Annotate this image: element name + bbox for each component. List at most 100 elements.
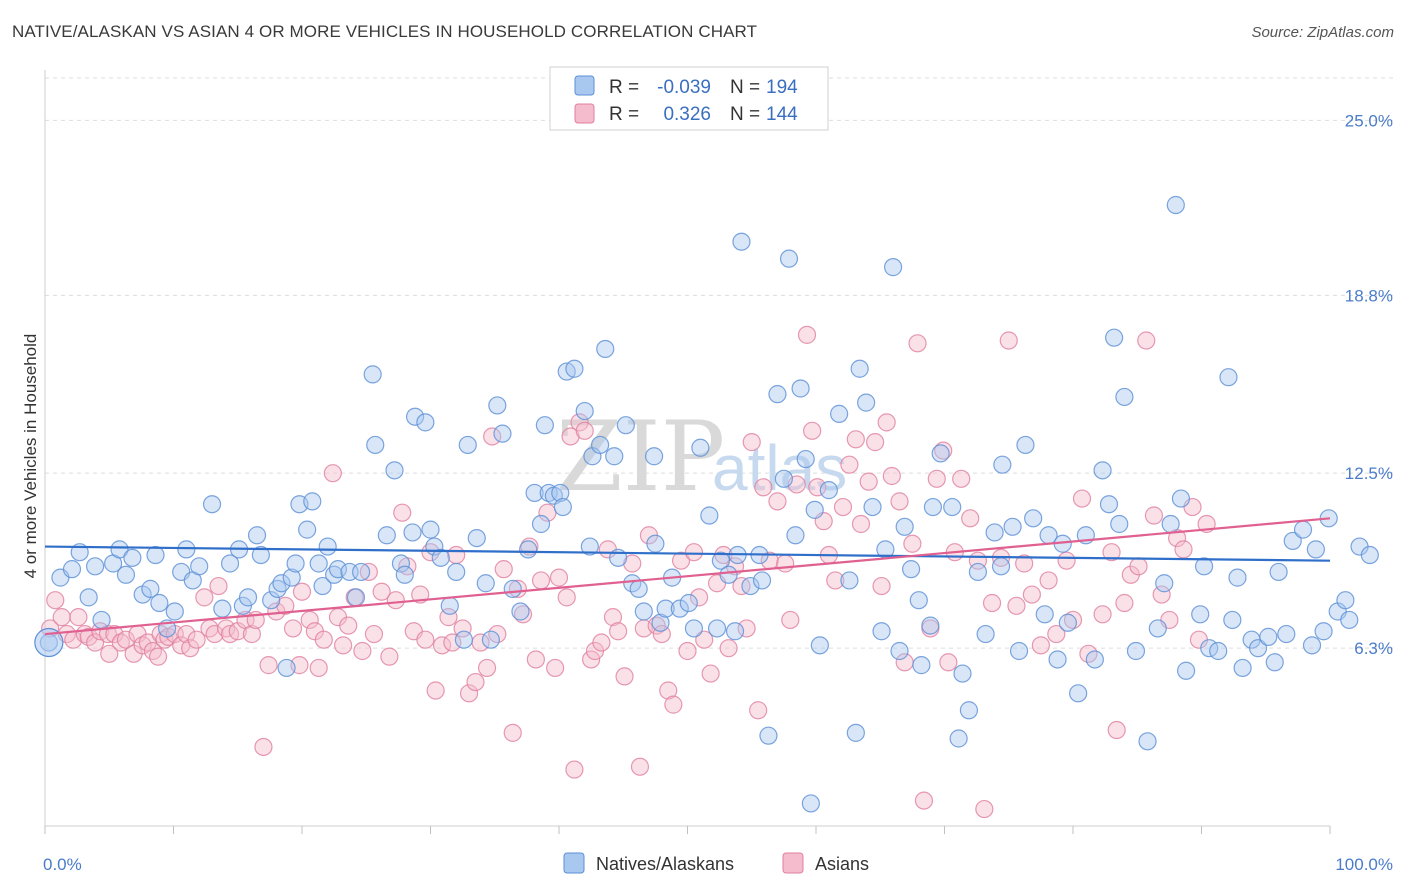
- natives-point: [403, 523, 422, 542]
- x-tick-labels: 0.0% 100.0%: [43, 855, 1393, 874]
- natives-point: [79, 588, 98, 607]
- natives-point: [282, 568, 301, 587]
- natives-point: [220, 554, 240, 573]
- natives-point: [1035, 605, 1054, 624]
- natives-point: [318, 537, 337, 556]
- natives-point: [431, 548, 450, 567]
- natives-point: [1336, 591, 1355, 610]
- asians-point: [1129, 557, 1148, 576]
- natives-point: [1171, 489, 1191, 508]
- natives-point: [233, 596, 252, 615]
- asians-point: [695, 630, 714, 649]
- asians-point: [582, 650, 601, 669]
- natives-point: [711, 551, 731, 570]
- asians-point: [426, 681, 445, 700]
- natives-point: [719, 565, 738, 584]
- natives-point: [1265, 653, 1284, 672]
- asians-r-label: R =: [609, 104, 639, 125]
- natives-point: [1126, 641, 1146, 661]
- natives-point: [1093, 461, 1112, 480]
- natives-point: [1269, 562, 1288, 582]
- asians-point: [254, 737, 273, 757]
- natives-point: [1259, 627, 1278, 646]
- natives-point: [591, 435, 610, 455]
- natives-point: [385, 461, 404, 480]
- natives-point: [580, 537, 599, 556]
- asians-point: [292, 582, 312, 601]
- natives-point: [1166, 195, 1185, 215]
- natives-point: [1340, 610, 1359, 630]
- natives-point: [700, 506, 719, 525]
- natives-point: [752, 571, 772, 590]
- natives-point: [846, 723, 865, 742]
- natives-point: [909, 591, 928, 610]
- asians-point: [300, 610, 319, 630]
- natives-point: [1155, 574, 1174, 593]
- natives-point: [684, 619, 704, 638]
- natives-point: [1024, 509, 1043, 528]
- natives-point: [1003, 517, 1022, 536]
- natives-point: [895, 517, 914, 536]
- asians-point: [749, 701, 768, 720]
- asians-trend-line: [44, 517, 1331, 636]
- natives-point: [883, 258, 903, 277]
- asians-point: [808, 478, 827, 497]
- stats-legend-box: [549, 66, 829, 131]
- natives-point: [1219, 368, 1238, 387]
- natives-point: [921, 616, 940, 635]
- asians-point: [1015, 554, 1034, 573]
- natives-point: [272, 574, 291, 593]
- natives-point: [395, 565, 414, 584]
- asians-point: [982, 593, 1002, 613]
- asians-point: [133, 636, 152, 655]
- natives-point: [454, 630, 474, 649]
- natives-point: [1148, 619, 1167, 638]
- asians-point: [353, 641, 372, 661]
- asians-point: [615, 667, 634, 686]
- natives-point: [421, 520, 440, 539]
- natives-point: [447, 562, 466, 582]
- asians-point: [1093, 605, 1112, 624]
- asians-point: [776, 554, 795, 573]
- y-tick-labels: 6.3% 12.5% 18.8% 25.0%: [1345, 111, 1393, 658]
- asians-point: [659, 681, 678, 700]
- asians-point: [1137, 331, 1156, 350]
- natives-point: [991, 557, 1011, 576]
- stats-legend: R = -0.039 N = 194 R = 0.326 N = 144: [549, 66, 829, 131]
- natives-point: [575, 401, 594, 421]
- natives-point: [277, 658, 296, 678]
- natives-point: [857, 393, 876, 412]
- asians-point: [116, 630, 136, 649]
- asians-point: [903, 534, 922, 553]
- natives-point: [732, 232, 751, 251]
- natives-point: [553, 497, 572, 517]
- natives-point: [1138, 732, 1157, 751]
- natives-point: [691, 438, 710, 457]
- asians-point: [1007, 596, 1026, 615]
- natives-r-label: R =: [609, 77, 639, 98]
- asians-point: [508, 579, 527, 598]
- asians-point: [1022, 585, 1041, 604]
- natives-point: [1105, 328, 1124, 347]
- asians-point: [689, 588, 709, 607]
- asians-legend-swatch: [782, 852, 804, 874]
- asians-point: [466, 672, 485, 692]
- natives-point: [525, 483, 544, 503]
- natives-point: [605, 447, 624, 466]
- natives-point: [976, 624, 995, 644]
- asians-point: [934, 441, 953, 460]
- asians-point: [684, 543, 704, 562]
- natives-n-label: N =: [730, 77, 760, 98]
- natives-point: [352, 562, 371, 582]
- natives-point: [1048, 650, 1067, 669]
- asians-point: [664, 695, 683, 714]
- asians-point: [882, 466, 901, 486]
- asians-point: [314, 630, 333, 649]
- natives-point: [1209, 641, 1228, 661]
- natives-point: [1306, 540, 1325, 559]
- natives-point: [313, 576, 332, 596]
- natives-point: [92, 610, 111, 630]
- asians-point: [859, 472, 878, 491]
- asians-point: [143, 641, 163, 661]
